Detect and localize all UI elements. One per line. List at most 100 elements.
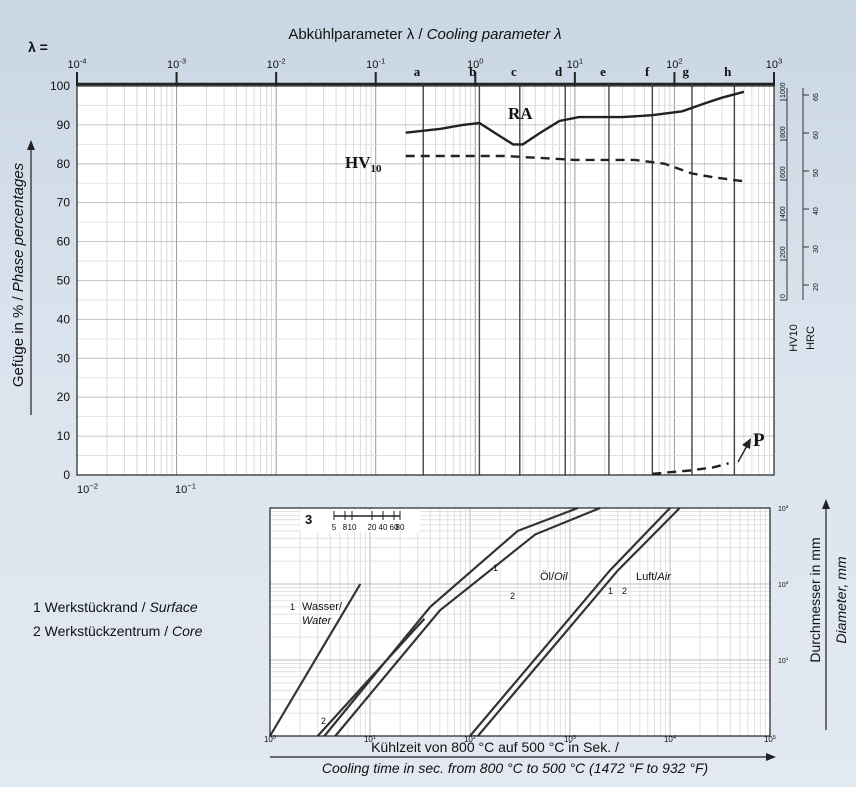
top-grid (76, 85, 774, 476)
group-label-water: Wasser/ (302, 601, 343, 613)
bottom-x-tick-0: 100 (264, 735, 276, 744)
bottom-series-öl-2 (334, 506, 601, 737)
hrc-tick-label-50: 50 (813, 169, 820, 177)
hardness-scale-ticks: 0 200 400 600 800 1000 20 30 40 50 60 65 (780, 82, 820, 301)
scale-bar-label-80: 80 (396, 523, 405, 532)
top-y-tick-40: 40 (57, 312, 71, 326)
group-label-water-en: Water (302, 615, 332, 627)
bottom-y-tick-0: 103 (778, 504, 789, 513)
bottom-x-tick-4: 104 (664, 735, 676, 744)
top-tick-label-5: 101 (567, 57, 584, 71)
top-chart: Abkühlparameter λ / Cooling parameter λ … (10, 26, 820, 496)
top-y-tick-100: 100 (50, 79, 70, 93)
series-hv-line (405, 154, 745, 183)
bottom-x-tick-5: 105 (764, 735, 776, 744)
top-tick-label-7: 103 (766, 57, 783, 71)
bottom-plot-area (270, 508, 770, 736)
hv-tick-label-1000: 1000 (780, 82, 787, 98)
marker-label-a: a (414, 64, 421, 79)
bottom-x-tick-1: 101 (364, 735, 376, 744)
p-pointer-arrowhead (742, 438, 751, 449)
hv-tick-label-0: 0 (780, 294, 787, 298)
curve-tag-5: 2 (622, 586, 627, 596)
bottom-plot-frame (269, 507, 771, 737)
curve-tag-1: 2 (321, 716, 326, 726)
bottom-x-tick-3: 103 (564, 735, 576, 744)
top-y-tick-70: 70 (57, 196, 71, 210)
scale-bar-label-10: 10 (348, 523, 357, 532)
top-y-tick-60: 60 (57, 235, 71, 249)
bottom-lambda-tick-labels: 10−2 10−1 (77, 482, 196, 496)
marker-label-c: c (511, 64, 517, 79)
marker-label-f: f (645, 64, 650, 79)
top-tick-label-4: 100 (467, 57, 484, 71)
marker-label-g: g (682, 64, 689, 79)
top-plot-frame (76, 85, 775, 476)
curve-tag-4: 1 (608, 586, 613, 596)
top-axis-title: Abkühlparameter λ / Cooling parameter λ (288, 26, 561, 43)
top-y-tick-labels: 0 10 20 30 40 50 60 70 80 90 100 (50, 79, 70, 482)
lambda-markers: a b c d e f g h (414, 64, 736, 475)
top-y-tick-0: 0 (63, 468, 70, 482)
scale-bar-label-8: 8 (343, 523, 348, 532)
bottom-x-tick-2: 102 (464, 735, 476, 744)
bottom-series-öl-1 (323, 506, 579, 737)
hv-tick-label-800: 800 (780, 126, 787, 138)
top-y-tick-10: 10 (57, 429, 71, 443)
hrc-tick-label-40: 40 (813, 207, 820, 215)
legend: 1 Werkstückrand / Surface 2 Werkstückzen… (33, 599, 203, 639)
legend-item-surface: 1 Werkstückrand / Surface (33, 599, 198, 615)
curve-tag-3: 2 (510, 591, 515, 601)
hv-tick-label-600: 600 (780, 166, 787, 178)
hv10-scale-label: HV10 (788, 324, 800, 352)
top-y-axis-arrowhead (27, 140, 35, 150)
bottom-y-tick-labels: 103 102 101 (778, 504, 789, 665)
hardness-scales: 0 200 400 600 800 1000 20 30 40 50 60 65 HV10 HRC (780, 82, 820, 352)
bottom-x-axis-label-en: Cooling time in sec. from 800 °C to 500 … (322, 760, 708, 776)
hrc-tick-label-65: 65 (813, 93, 820, 101)
scale-bar-label-20: 20 (368, 523, 377, 532)
bottom-x-axis-arrowhead (766, 753, 776, 761)
series-label-ra: RA (508, 104, 533, 123)
bottom-y-axis-label: Durchmesser in mm (807, 537, 823, 662)
top-y-tick-90: 90 (57, 118, 71, 132)
curve-tag-0: 1 (290, 602, 295, 612)
series-ra-line (405, 90, 745, 146)
group-label-oil: Öl/Oil (540, 571, 568, 583)
hrc-scale-label: HRC (805, 326, 817, 350)
top-y-tick-80: 80 (57, 157, 71, 171)
top-y-axis-label: Gefüge in % / Phase percentages (10, 162, 27, 387)
bottom-y-tick-1: 102 (778, 580, 789, 589)
bottom-y-tick-2: 101 (778, 656, 789, 665)
top-tick-label-6: 102 (666, 57, 683, 71)
curve-tag-2: 1 (493, 563, 498, 573)
group-label-air: Luft/Air (636, 571, 672, 583)
bottom-x-axis-label: Kühlzeit von 800 °C auf 500 °C in Sek. / (371, 739, 619, 755)
marker-label-h: h (724, 64, 732, 79)
series-p-line (652, 462, 729, 475)
bottom-x-tick-labels: 100 101 102 103 104 105 (264, 735, 776, 744)
top-y-tick-20: 20 (57, 390, 71, 404)
marker-label-b: b (469, 64, 476, 79)
top-series (405, 90, 745, 475)
bottom-lambda-tick-1: 10−1 (175, 482, 196, 496)
top-tick-label-2: 10-2 (267, 57, 286, 71)
bottom-lambda-tick-0: 10−2 (77, 482, 98, 496)
top-tick-label-1: 10-3 (167, 57, 186, 71)
scale-bar-label-60: 60 (390, 523, 399, 532)
bottom-y-axis-label-en: Diameter, mm (833, 556, 849, 643)
bottom-y-axis-arrowhead (822, 499, 830, 509)
inset-number: 3 (305, 512, 312, 527)
lambda-symbol: λ = (28, 39, 48, 55)
scale-bar-label-5: 5 (332, 523, 337, 532)
series-label-p: P (753, 430, 765, 451)
top-y-tick-50: 50 (57, 274, 71, 288)
top-tick-label-3: 10-1 (366, 57, 385, 71)
hv-tick-label-200: 200 (780, 246, 787, 258)
bottom-series-wasser-1 (269, 583, 362, 737)
bottom-series-luft-1 (469, 507, 671, 737)
